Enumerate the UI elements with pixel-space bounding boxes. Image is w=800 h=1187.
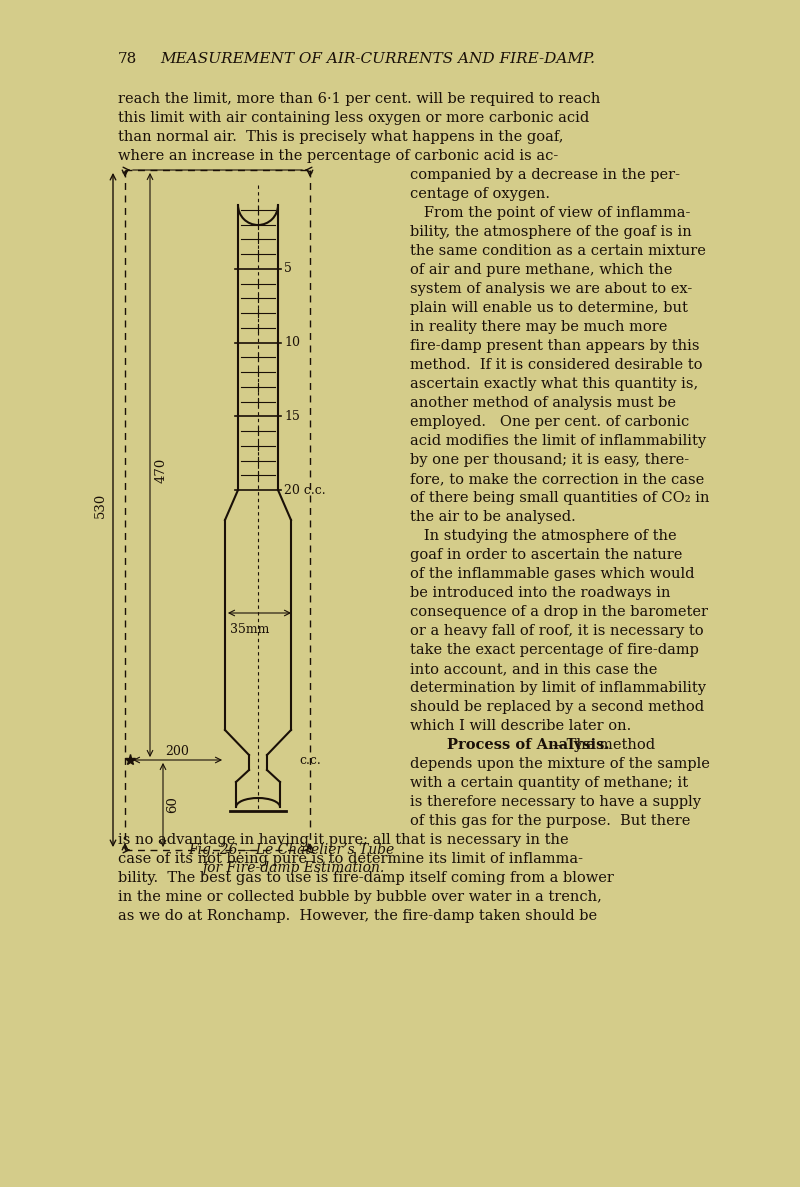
Text: centage of oxygen.: centage of oxygen. (410, 188, 550, 201)
Text: case of its not being pure is to determine its limit of inflamma-: case of its not being pure is to determi… (118, 852, 583, 867)
Text: system of analysis we are about to ex-: system of analysis we are about to ex- (410, 283, 692, 296)
Text: in reality there may be much more: in reality there may be much more (410, 320, 667, 334)
Text: by one per thousand; it is easy, there-: by one per thousand; it is easy, there- (410, 453, 689, 466)
Text: From the point of view of inflamma-: From the point of view of inflamma- (410, 207, 690, 220)
Text: 5: 5 (284, 262, 292, 275)
Text: which I will describe later on.: which I will describe later on. (410, 719, 631, 734)
Text: employed.   One per cent. of carbonic: employed. One per cent. of carbonic (410, 415, 690, 429)
Text: for Fire-damp Estimation.: for Fire-damp Estimation. (203, 861, 386, 875)
Text: 15: 15 (284, 410, 300, 423)
Text: goaf in order to ascertain the nature: goaf in order to ascertain the nature (410, 548, 682, 561)
Text: or a heavy fall of roof, it is necessary to: or a heavy fall of roof, it is necessary… (410, 624, 704, 637)
Text: take the exact percentage of fire-damp: take the exact percentage of fire-damp (410, 643, 699, 656)
Text: bility.  The best gas to use is fire-damp itself coming from a blower: bility. The best gas to use is fire-damp… (118, 871, 614, 886)
Text: than normal air.  This is precisely what happens in the goaf,: than normal air. This is precisely what … (118, 131, 563, 144)
Text: of there being small quantities of CO₂ in: of there being small quantities of CO₂ i… (410, 491, 710, 504)
Text: fore, to make the correction in the case: fore, to make the correction in the case (410, 472, 704, 485)
Text: acid modifies the limit of inflammability: acid modifies the limit of inflammabilit… (410, 434, 706, 447)
Text: of this gas for the purpose.  But there: of this gas for the purpose. But there (410, 814, 690, 829)
Text: plain will enable us to determine, but: plain will enable us to determine, but (410, 301, 688, 315)
Text: of the inflammable gases which would: of the inflammable gases which would (410, 567, 694, 580)
Text: as we do at Ronchamp.  However, the fire-damp taken should be: as we do at Ronchamp. However, the fire-… (118, 909, 597, 923)
Text: 60: 60 (166, 796, 179, 813)
Text: —The method: —The method (552, 738, 655, 753)
Text: 530: 530 (94, 493, 107, 518)
Text: MEASUREMENT OF AIR-CURRENTS AND FIRE-DAMP.: MEASUREMENT OF AIR-CURRENTS AND FIRE-DAM… (160, 52, 595, 66)
Text: 10: 10 (284, 336, 300, 349)
Text: bility, the atmosphere of the goaf is in: bility, the atmosphere of the goaf is in (410, 226, 692, 239)
Text: this limit with air containing less oxygen or more carbonic acid: this limit with air containing less oxyg… (118, 112, 590, 125)
Text: consequence of a drop in the barometer: consequence of a drop in the barometer (410, 605, 708, 618)
Text: determination by limit of inflammability: determination by limit of inflammability (410, 681, 706, 696)
Text: 20 c.c.: 20 c.c. (284, 483, 326, 496)
Text: the air to be analysed.: the air to be analysed. (410, 510, 576, 523)
Text: is therefore necessary to have a supply: is therefore necessary to have a supply (410, 795, 701, 810)
Text: reach the limit, more than 6·1 per cent. will be required to reach: reach the limit, more than 6·1 per cent.… (118, 93, 600, 106)
Text: depends upon the mixture of the sample: depends upon the mixture of the sample (410, 757, 710, 772)
Text: with a certain quantity of methane; it: with a certain quantity of methane; it (410, 776, 688, 791)
Text: where an increase in the percentage of carbonic acid is ac-: where an increase in the percentage of c… (118, 150, 558, 163)
Text: the same condition as a certain mixture: the same condition as a certain mixture (410, 245, 706, 258)
Text: ascertain exactly what this quantity is,: ascertain exactly what this quantity is, (410, 377, 698, 391)
Text: another method of analysis must be: another method of analysis must be (410, 396, 676, 410)
Text: 35mm: 35mm (230, 623, 270, 636)
Text: of air and pure methane, which the: of air and pure methane, which the (410, 264, 672, 277)
Text: companied by a decrease in the per-: companied by a decrease in the per- (410, 169, 680, 182)
Text: 470: 470 (155, 457, 168, 483)
Text: In studying the atmosphere of the: In studying the atmosphere of the (410, 529, 677, 542)
Text: into account, and in this case the: into account, and in this case the (410, 662, 658, 677)
Text: Process of Analysis.: Process of Analysis. (447, 738, 610, 753)
Text: Fig. 26.—Le Châtelier’s Tube: Fig. 26.—Le Châtelier’s Tube (188, 842, 394, 857)
Text: is no advantage in having it pure; all that is necessary in the: is no advantage in having it pure; all t… (118, 833, 569, 848)
Text: in the mine or collected bubble by bubble over water in a trench,: in the mine or collected bubble by bubbl… (118, 890, 602, 904)
Text: should be replaced by a second method: should be replaced by a second method (410, 700, 704, 715)
Text: be introduced into the roadways in: be introduced into the roadways in (410, 586, 670, 599)
Text: c.c.: c.c. (299, 754, 321, 767)
Text: method.  If it is considered desirable to: method. If it is considered desirable to (410, 358, 702, 372)
Text: fire-damp present than appears by this: fire-damp present than appears by this (410, 339, 699, 353)
Text: 78: 78 (118, 52, 138, 66)
Text: 200: 200 (166, 745, 190, 758)
